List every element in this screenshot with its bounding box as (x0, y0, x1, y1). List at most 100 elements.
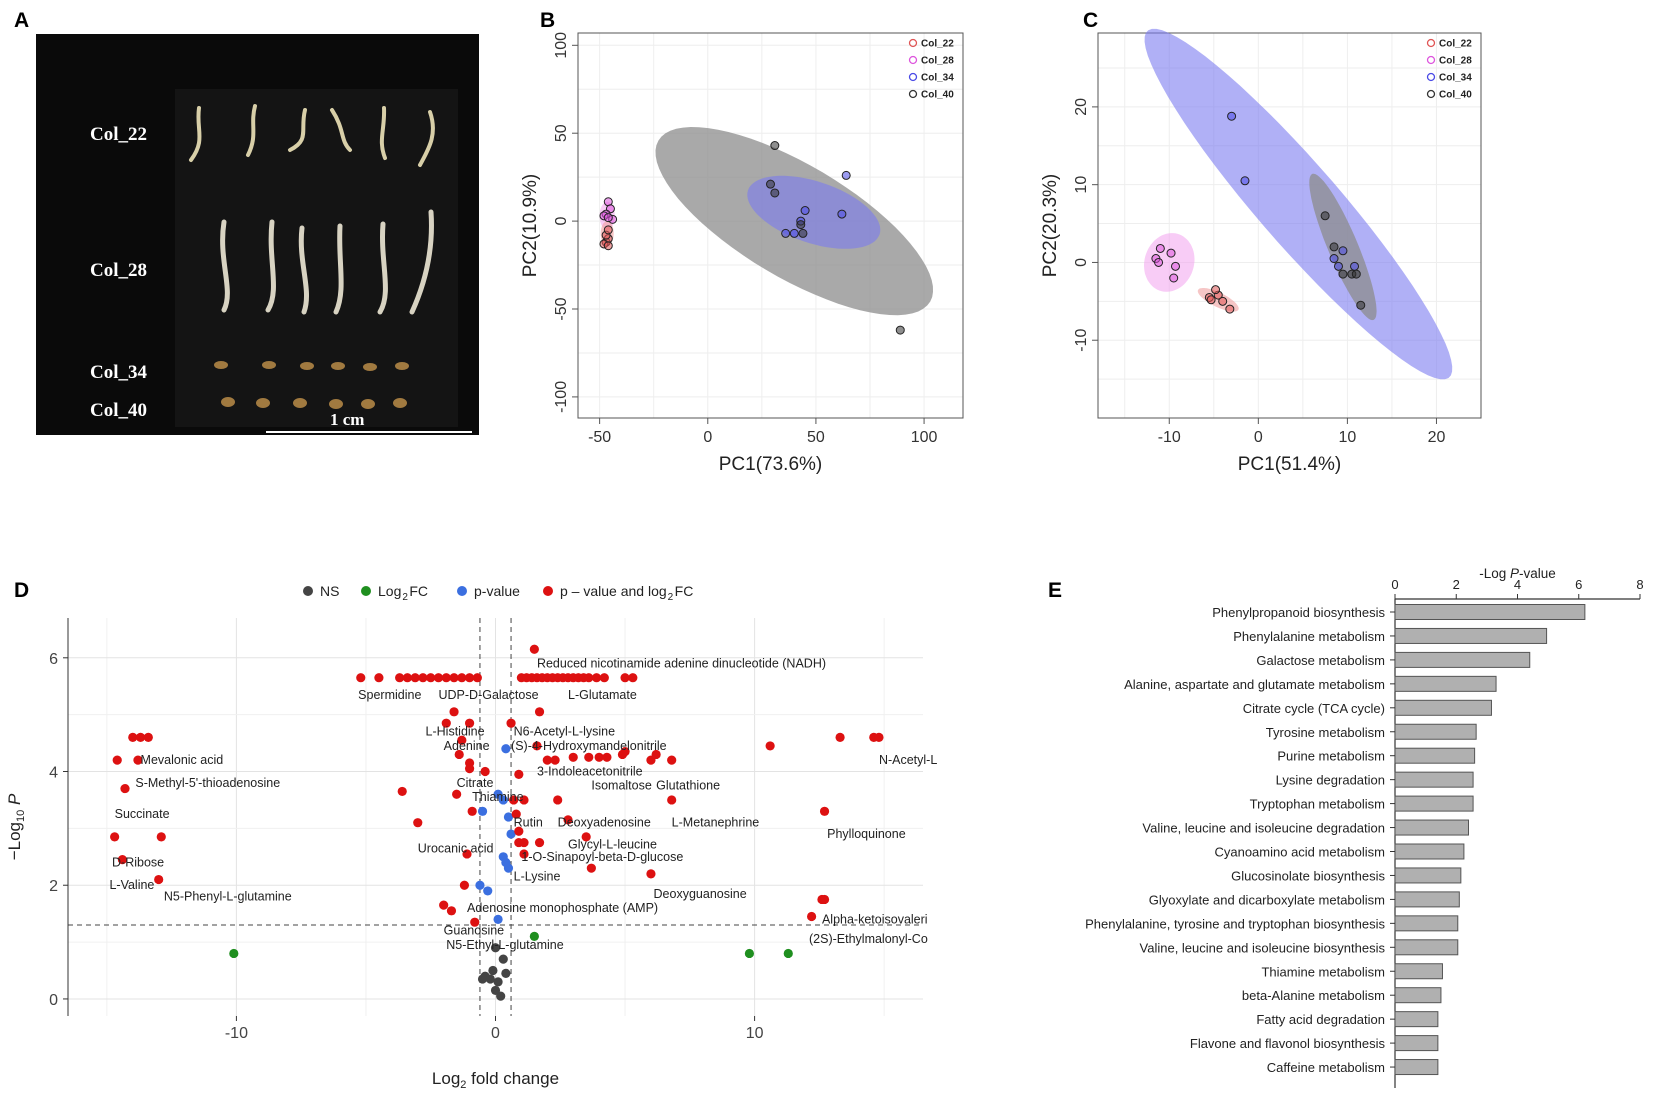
metabolite-label: 3-Indoleacetonitrile (537, 765, 643, 779)
seed (300, 362, 314, 370)
metabolite-label: Glutathione (656, 779, 720, 793)
data-point-col_40 (1338, 269, 1348, 279)
data-point-ns (498, 954, 508, 964)
legend-label-col_40: Col_40 (921, 90, 954, 101)
data-point-pfc (464, 673, 475, 683)
legend-marker-col_28 (908, 55, 918, 65)
data-point-pfc (449, 673, 459, 683)
data-point-pfc (356, 673, 366, 683)
data-point-pfc (459, 880, 470, 890)
bar (1394, 723, 1477, 740)
data-point-pfc (110, 832, 120, 842)
data-point-ns (485, 974, 495, 984)
y-tick-label: 50 (553, 124, 570, 142)
panel-letter-b: B (540, 9, 555, 32)
plot-frame (1097, 32, 1482, 419)
data-point-p (501, 857, 511, 868)
legend-label-col_28: Col_28 (1439, 56, 1472, 67)
metabolite-label: Deoxyguanosine (654, 887, 747, 901)
pathway-bar-chart: 0 2 4 6 8 -Log P-value Phenylpropanoid biosynt… (1085, 566, 1644, 1088)
data-point-pfc (117, 855, 128, 865)
data-point-col_28 (1170, 261, 1180, 271)
y-tick-label: 6 (49, 651, 58, 668)
metabolite-label: Alpha-ketoisovaleri (822, 912, 928, 926)
data-point-pfc (591, 673, 602, 683)
data-point-pfc (133, 755, 143, 765)
data-point-pfc (454, 749, 464, 760)
legend-marker-col_22 (908, 38, 918, 48)
x-tick-label: 100 (911, 429, 938, 446)
seedling (189, 106, 202, 162)
legend-label-ns: NS (320, 583, 339, 599)
bar (1394, 651, 1531, 668)
y-tick-label: -50 (553, 297, 570, 320)
metabolite-label: (S)-4-Hydroxymandelonitrile (511, 739, 667, 753)
data-point-pfc (514, 826, 524, 836)
confidence-ellipse-col_28 (1144, 233, 1195, 292)
category-label: Fatty acid degradation (1256, 1012, 1385, 1027)
data-point-col_28 (1154, 257, 1164, 267)
data-point-col_34 (1338, 246, 1348, 256)
data-point-pfc (467, 806, 477, 816)
seeds (214, 361, 409, 409)
data-point-pfc (413, 818, 423, 828)
y-tick-label: 20 (1073, 98, 1090, 116)
data-point-pfc (410, 673, 420, 683)
data-point-pfc (602, 752, 612, 762)
seedlings-col22 (189, 104, 435, 167)
data-point-pfc (646, 869, 656, 879)
legend-label-col_22: Col_22 (1439, 39, 1472, 50)
legend-suffix: FC (675, 583, 694, 599)
seedling (418, 110, 435, 167)
data-point-col_34 (1227, 111, 1237, 121)
seedling (246, 104, 257, 157)
data-point-pfc (819, 894, 830, 905)
y-tick-label: -100 (553, 381, 570, 413)
data-point-pfc (472, 673, 482, 683)
data-point-col_34 (1240, 176, 1250, 186)
x-tick-label: -10 (1158, 429, 1181, 446)
data-point-pfc (418, 673, 428, 683)
data-point-col_22 (1211, 285, 1221, 295)
row-label-col34: Col_34 (90, 362, 148, 383)
data-point-ns (493, 977, 503, 987)
metabolite-label: (2S)-Ethylmalonyl-Co (809, 932, 928, 946)
data-point-pfc (806, 911, 817, 922)
row-label-col28: Col_28 (90, 260, 147, 281)
data-point-pfc (529, 644, 539, 654)
seed (331, 362, 345, 370)
bar (1394, 915, 1459, 932)
legend-subscript: 2 (668, 592, 674, 603)
bar (1394, 963, 1443, 980)
data-point-col_40 (1320, 211, 1330, 221)
data-point-pfc (464, 718, 475, 728)
data-point-pfc (563, 815, 573, 825)
pca-chart-b: -50 0 50 100 -100 -50 0 50 100 PC1(73.6%) PC2(10.9… (520, 32, 964, 475)
x-tick-label: 10 (1338, 429, 1356, 446)
seedling (288, 108, 307, 152)
metabolite-label: N5-Ethyl-L-glutamine (446, 938, 563, 952)
y-axis-label: PC2(20.3%) (1040, 174, 1061, 278)
data-point-col_22 (603, 225, 613, 235)
x-tick-label: 50 (807, 429, 825, 446)
metabolite-label: N6-Acetyl-L-lysine (514, 725, 615, 739)
seedlings-col28 (220, 209, 434, 315)
category-label: Tryptophan metabolism (1250, 797, 1385, 812)
data-point-col_40 (1351, 269, 1361, 279)
data-point-pfc (667, 755, 677, 765)
bar (1394, 891, 1460, 908)
metabolite-label: L-Metanephrine (672, 816, 760, 830)
data-point-ns (477, 974, 488, 984)
bar (1394, 771, 1474, 788)
x-tick-label: 0 (1254, 429, 1263, 446)
category-label: Glucosinolate biosynthesis (1231, 868, 1385, 883)
x-tick-label: 0 (703, 429, 712, 446)
data-point-p (498, 795, 508, 805)
data-point-pfc (568, 752, 578, 762)
row-label-col22: Col_22 (90, 124, 147, 145)
category-label: Valine, leucine and isoleucine degradati… (1142, 821, 1385, 836)
data-point-fc (744, 948, 755, 959)
legend-label-col_22: Col_22 (921, 39, 954, 50)
data-point-pfc (511, 809, 521, 819)
